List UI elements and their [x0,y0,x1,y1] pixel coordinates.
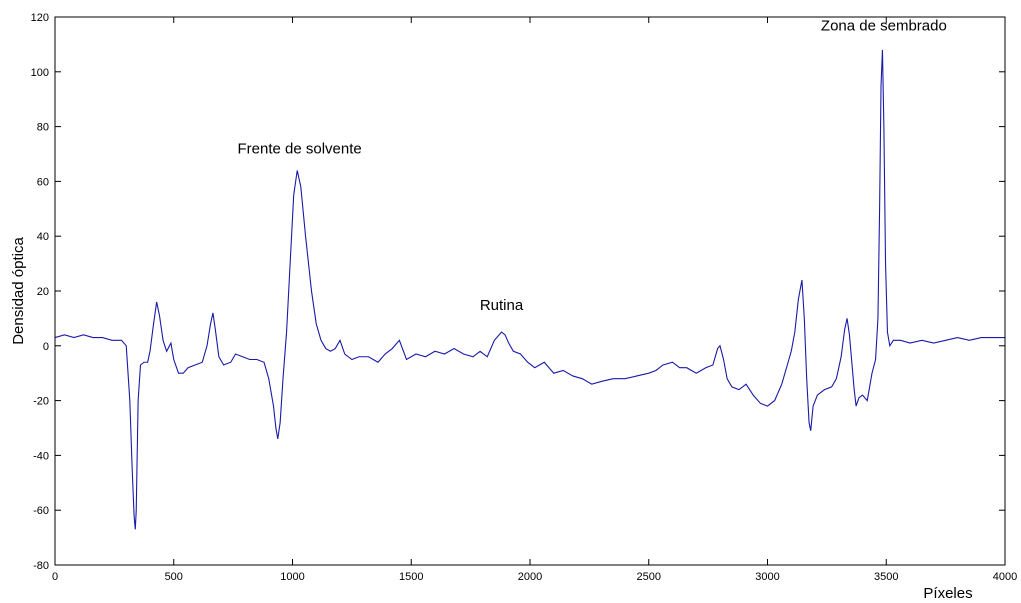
x-tick-label: 3000 [755,571,779,583]
annotation-label: Zona de sembrado [821,17,947,34]
y-tick-label: -20 [33,396,49,408]
annotation-label: Frente de solvente [238,141,362,158]
x-axis-label: Píxeles [923,585,972,602]
y-axis-label: Densidad óptica [10,237,27,345]
y-tick-label: -80 [33,560,49,572]
x-tick-label: 3500 [874,571,898,583]
x-tick-label: 0 [52,571,58,583]
y-tick-label: 60 [37,176,49,188]
x-tick-label: 500 [165,571,183,583]
y-tick-label: 100 [31,67,49,79]
y-tick-label: 40 [37,231,49,243]
x-tick-label: 1500 [399,571,423,583]
annotation-label: Rutina [480,297,524,314]
y-tick-label: -60 [33,505,49,517]
y-tick-label: 120 [31,12,49,24]
y-tick-label: 0 [43,341,49,353]
tick-labels-layer: 0 500 1000 1500 2000 2500 3000 3500 4000-80-60-4… [31,12,1018,583]
plot-background [55,17,1005,565]
y-tick-label: 20 [37,286,49,298]
x-tick-label: 4000 [993,571,1017,583]
y-tick-label: -40 [33,450,49,462]
series-line [54,49,1005,530]
plot-frame [54,16,1006,566]
x-tick-label: 2500 [637,571,661,583]
x-tick-label: 1000 [280,571,304,583]
x-tick-label: 2000 [518,571,542,583]
y-tick-label: 80 [37,122,49,134]
annotations-layer: Frente de solvente Rutina Zona de sembrado [238,17,947,313]
